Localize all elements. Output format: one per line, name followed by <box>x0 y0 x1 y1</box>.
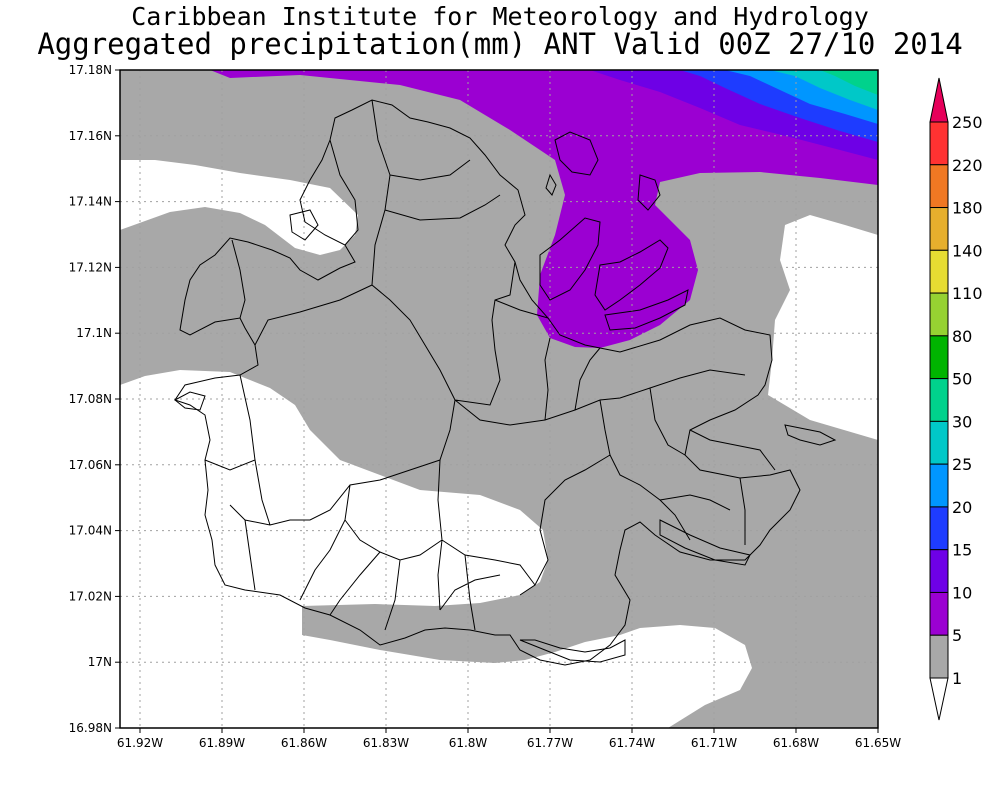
colorbar-label: 1 <box>952 669 962 688</box>
colorbar-label: 30 <box>952 412 972 431</box>
product-title: Aggregated precipitation(mm) ANT Valid 0… <box>37 27 963 61</box>
longitude-axis: 61.92W 61.89W 61.86W 61.83W 61.8W 61.77W 61.74… <box>117 728 901 750</box>
colorbar-box <box>929 549 949 593</box>
lat-tick-label: 17N <box>88 655 112 669</box>
colorbar-box <box>929 378 949 422</box>
colorbar-label: 5 <box>952 626 962 645</box>
colorbar-label: 80 <box>952 327 972 346</box>
lat-tick-label: 17.1N <box>76 326 112 340</box>
colorbar-label: 180 <box>952 199 983 218</box>
precip-band-30-50 <box>820 70 878 95</box>
colorbar-box <box>929 463 949 508</box>
lat-tick-label: 17.16N <box>69 129 112 143</box>
colorbar-label: 15 <box>952 541 972 560</box>
colorbar-label: 110 <box>952 284 983 303</box>
lat-tick-label: 17.12N <box>69 260 112 274</box>
lat-tick-label: 17.02N <box>69 589 112 603</box>
lon-tick-label: 61.71W <box>691 736 737 750</box>
island-boundaries <box>174 99 837 666</box>
institution-title: Caribbean Institute for Meteorology and … <box>131 2 869 31</box>
precipitation-colorbar: 250 220 180 140 110 80 50 30 25 20 15 10 5 1 <box>929 77 983 721</box>
colorbar-box <box>929 207 949 251</box>
colorbar-top-arrow <box>929 77 949 123</box>
precip-band-5-10 <box>210 70 878 348</box>
lon-tick-label: 61.77W <box>527 736 573 750</box>
colorbar-box <box>929 164 949 209</box>
lon-tick-label: 61.74W <box>609 736 655 750</box>
colorbar-box <box>929 591 949 636</box>
antigua-coastline <box>174 99 801 666</box>
lon-tick-label: 61.68W <box>773 736 819 750</box>
lat-tick-label: 17.14N <box>69 195 112 209</box>
colorbar-label: 10 <box>952 583 972 602</box>
colorbar-box <box>929 634 949 679</box>
colorbar-box <box>929 121 949 166</box>
lat-tick-label: 17.18N <box>69 63 112 77</box>
lon-tick-label: 61.83W <box>363 736 409 750</box>
lat-tick-label: 16.98N <box>69 721 112 735</box>
barbuda-fragment-coast <box>174 131 837 663</box>
colorbar-label: 20 <box>952 498 972 517</box>
latitude-axis: 17.18N 17.16N 17.14N 17.12N 17.1N 17.08N 17.06… <box>69 63 120 735</box>
colorbar-label: 25 <box>952 455 972 474</box>
parish-boundaries <box>204 99 776 631</box>
lat-tick-label: 17.06N <box>69 458 112 472</box>
lat-tick-label: 17.08N <box>69 392 112 406</box>
colorbar-label: 220 <box>952 156 983 175</box>
lon-tick-label: 61.89W <box>199 736 245 750</box>
colorbar-bottom-arrow <box>929 677 949 721</box>
colorbar-box <box>929 249 949 294</box>
lon-tick-label: 61.8W <box>449 736 488 750</box>
colorbar-label: 50 <box>952 370 972 389</box>
colorbar-box <box>929 506 949 551</box>
lon-tick-label: 61.92W <box>117 736 163 750</box>
lat-tick-label: 17.04N <box>69 524 112 538</box>
colorbar-box <box>929 420 949 465</box>
colorbar-label: 250 <box>952 113 983 132</box>
colorbar-box <box>929 292 949 337</box>
lon-tick-label: 61.86W <box>281 736 327 750</box>
lon-tick-label: 61.65W <box>855 736 901 750</box>
colorbar-label: 140 <box>952 241 983 260</box>
colorbar-box <box>929 335 949 380</box>
